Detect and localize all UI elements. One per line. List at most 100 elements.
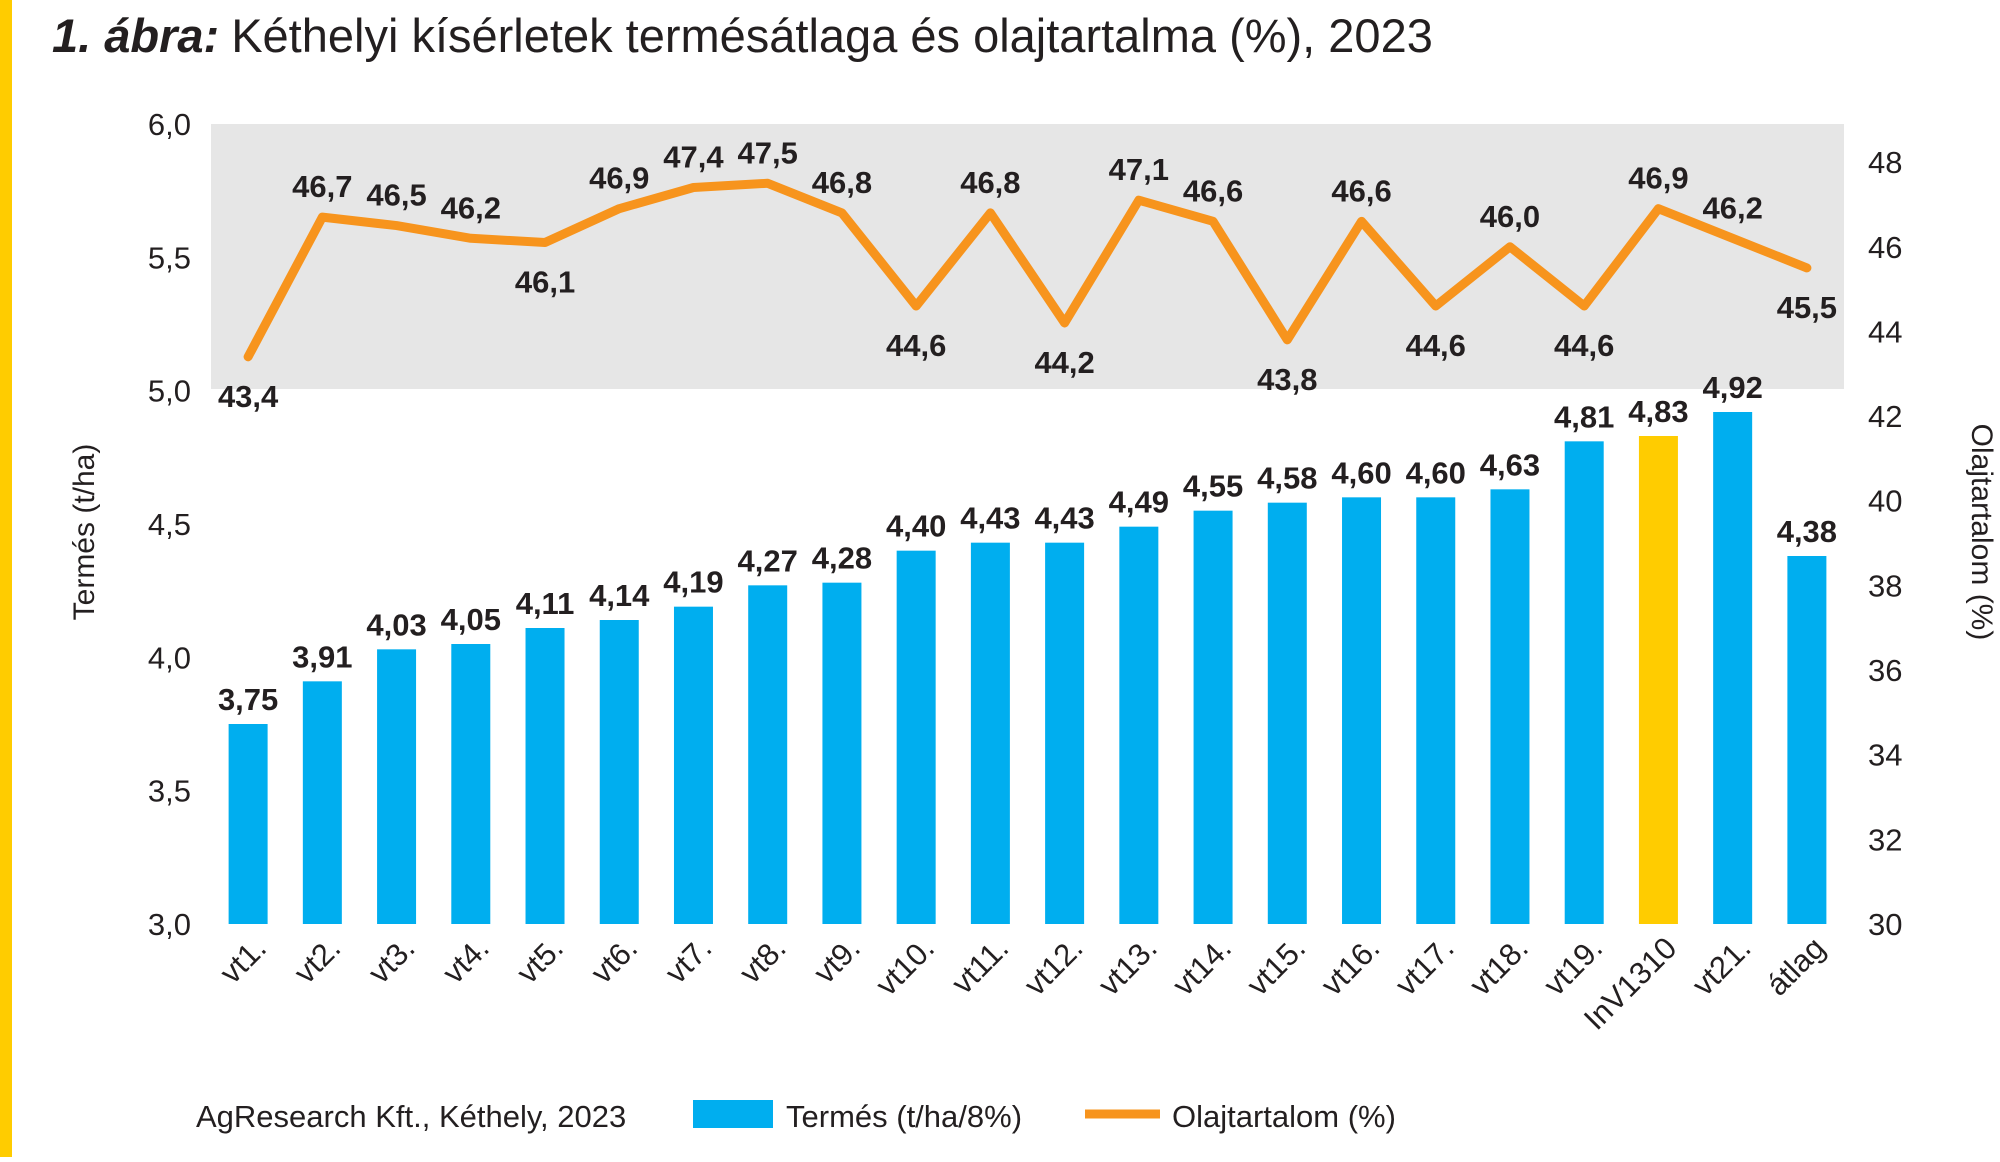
line-path xyxy=(243,178,1812,362)
y-tick-label-left: 3,5 xyxy=(148,774,191,809)
line-value-label: 44,6 xyxy=(886,328,946,363)
bar xyxy=(599,620,639,924)
bar-value-label: 4,40 xyxy=(886,509,946,544)
plot-background-upper xyxy=(211,124,1844,389)
x-tick-label: vt15. xyxy=(1240,930,1312,1002)
bar xyxy=(1267,502,1307,924)
x-tick-label: vt18. xyxy=(1463,930,1535,1002)
line-value-label: 46,2 xyxy=(441,190,501,225)
bar-value-label: 4,43 xyxy=(960,501,1020,536)
x-tick-label: vt5. xyxy=(510,930,570,990)
chart-title: 1. ábra: Kéthelyi kísérletek termésátlaga… xyxy=(52,9,1433,62)
chart-title-text: Kéthelyi kísérletek termésátlaga és olaj… xyxy=(231,9,1433,62)
bar xyxy=(1564,441,1604,924)
x-tick-label: vt14. xyxy=(1166,930,1238,1002)
footer-source: AgResearch Kft., Kéthely, 2023 xyxy=(196,1099,626,1134)
y-tick-label-left: 5,5 xyxy=(148,240,191,275)
line-value-label: 43,4 xyxy=(218,379,279,414)
line-value-label: 44,6 xyxy=(1554,328,1614,363)
x-tick-label: vt16. xyxy=(1314,930,1386,1002)
bar xyxy=(1638,436,1678,924)
bar xyxy=(1490,489,1530,924)
bar-value-label: 4,60 xyxy=(1406,455,1466,490)
bar-value-label: 4,55 xyxy=(1183,469,1243,504)
bar-value-label: 4,60 xyxy=(1331,455,1391,490)
x-tick-label: vt1. xyxy=(213,930,273,990)
x-tick-label: vt10. xyxy=(869,930,941,1002)
bar xyxy=(451,644,491,924)
line-value-label: 47,4 xyxy=(663,139,724,174)
x-tick-label: vt3. xyxy=(361,930,421,990)
bar-value-label: 4,43 xyxy=(1034,501,1094,536)
bar-value-label: 4,63 xyxy=(1480,447,1540,482)
bar-value-label: 4,11 xyxy=(516,586,575,621)
x-tick-label: átlag xyxy=(1760,930,1832,1002)
x-tick-label: vt7. xyxy=(658,930,718,990)
y-axis-title-right: Olajtartalom (%) xyxy=(1965,424,1998,641)
y-tick-label-right: 30 xyxy=(1868,907,1902,942)
x-tick-label: vt2. xyxy=(287,930,347,990)
y-tick-label-right: 46 xyxy=(1868,230,1902,265)
line-value-label: 46,7 xyxy=(292,169,352,204)
bar-value-label: 4,28 xyxy=(812,541,872,576)
bar xyxy=(1713,412,1753,924)
line-value-label: 43,8 xyxy=(1257,362,1317,397)
line-value-label: 47,1 xyxy=(1109,152,1169,187)
line-value-label: 46,1 xyxy=(515,265,575,300)
line-value-label: 46,0 xyxy=(1480,199,1540,234)
bar-value-label: 3,75 xyxy=(218,682,278,717)
line-series xyxy=(243,178,1812,362)
y-tick-label-left: 6,0 xyxy=(148,107,191,142)
line-value-label: 46,6 xyxy=(1183,173,1243,208)
bar-value-label: 4,81 xyxy=(1554,399,1614,434)
line-value-label: 47,5 xyxy=(738,135,798,170)
line-value-label: 46,6 xyxy=(1331,173,1391,208)
x-tick-label: vt6. xyxy=(584,930,644,990)
line-value-label: 46,8 xyxy=(960,165,1020,200)
legend: Termés (t/ha/8%) Olajtartalom (%) xyxy=(693,1099,1396,1134)
x-tick-label: vt17. xyxy=(1388,930,1460,1002)
bar xyxy=(896,550,936,924)
bar-value-label: 3,91 xyxy=(292,639,352,674)
line-value-label: 46,9 xyxy=(1628,161,1688,196)
bar-value-label: 4,58 xyxy=(1257,461,1317,496)
line-value-label: 44,2 xyxy=(1034,345,1094,380)
bar-value-label: 4,19 xyxy=(663,565,723,600)
bar-series xyxy=(228,412,1827,924)
x-tick-label: vt8. xyxy=(733,930,793,990)
bar-value-label: 4,03 xyxy=(366,607,426,642)
y-tick-label-right: 34 xyxy=(1868,738,1902,773)
bar xyxy=(302,681,342,924)
line-value-label: 46,2 xyxy=(1702,190,1762,225)
line-value-label: 46,5 xyxy=(366,178,426,213)
chart-title-prefix: 1. ábra: xyxy=(52,9,219,62)
bar xyxy=(228,724,268,924)
bar-value-label: 4,49 xyxy=(1109,485,1169,520)
y-tick-label-right: 36 xyxy=(1868,653,1902,688)
bar-value-label: 4,27 xyxy=(738,543,798,578)
bar xyxy=(673,606,713,924)
legend-label-bar: Termés (t/ha/8%) xyxy=(786,1099,1022,1134)
y-tick-label-right: 32 xyxy=(1868,822,1902,857)
x-tick-label: vt12. xyxy=(1017,930,1089,1002)
y-tick-label-right: 38 xyxy=(1868,568,1902,603)
bar xyxy=(970,542,1010,924)
y-tick-label-left: 3,0 xyxy=(148,907,191,942)
data-labels: 43,4 46,7 46,5 46,2 46,1 46,9 47,4 47,5 46,8 44,6… xyxy=(218,135,1837,717)
bar xyxy=(1045,542,1085,924)
bar-value-label: 4,38 xyxy=(1777,514,1837,549)
bar xyxy=(377,649,417,924)
bar xyxy=(525,628,565,924)
bar xyxy=(748,585,788,924)
x-tick-label: vt9. xyxy=(807,930,867,990)
line-value-label: 44,6 xyxy=(1406,328,1466,363)
y-tick-label-left: 5,0 xyxy=(148,374,191,409)
x-tick-label: vt13. xyxy=(1092,930,1164,1002)
y-tick-label-right: 44 xyxy=(1868,314,1902,349)
line-value-label: 46,9 xyxy=(589,161,649,196)
y-tick-label-left: 4,0 xyxy=(148,640,191,675)
bar xyxy=(1193,510,1233,924)
bar xyxy=(1787,556,1827,924)
